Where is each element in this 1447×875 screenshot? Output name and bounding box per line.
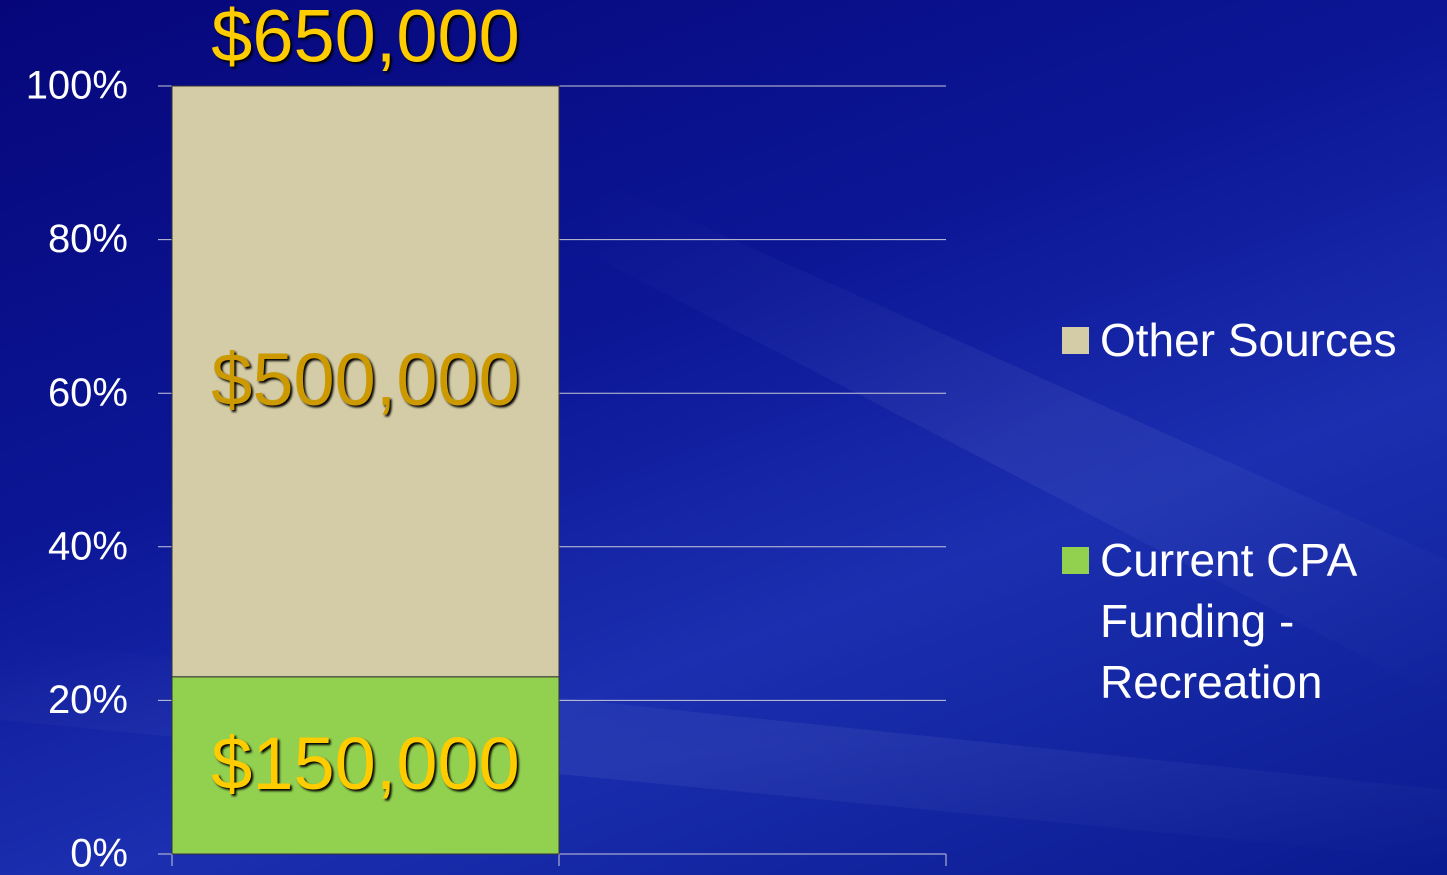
legend-swatch [1062, 547, 1089, 574]
data-label: $150,000 [211, 722, 520, 805]
legend-label: Current CPA Funding - Recreation [1100, 534, 1355, 708]
y-tick-label: 20% [48, 678, 128, 722]
y-tick-label: 0% [70, 832, 128, 875]
y-tick-label: 100% [26, 64, 128, 108]
bar-segment [171, 85, 560, 678]
y-tick-label: 80% [48, 217, 128, 261]
data-label: $500,000 [211, 338, 520, 421]
legend-label: Other Sources [1100, 314, 1397, 366]
legend-swatch [1062, 327, 1089, 354]
background-streak [600, 180, 1447, 700]
y-tick-label: 40% [48, 524, 128, 568]
total-label: $650,000 [211, 0, 520, 78]
y-tick-label: 60% [48, 371, 128, 415]
bar-segment [171, 676, 560, 855]
legend-item: Other Sources [1062, 310, 1442, 371]
legend-item: Current CPA Funding - Recreation [1062, 530, 1442, 713]
